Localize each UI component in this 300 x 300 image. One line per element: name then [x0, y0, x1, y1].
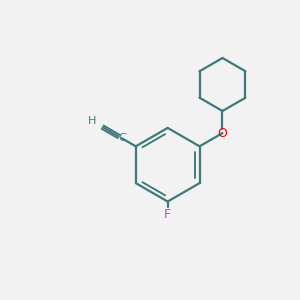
Text: O: O — [218, 127, 227, 140]
Text: C: C — [118, 133, 126, 143]
Text: H: H — [88, 116, 97, 126]
Text: F: F — [164, 208, 171, 221]
